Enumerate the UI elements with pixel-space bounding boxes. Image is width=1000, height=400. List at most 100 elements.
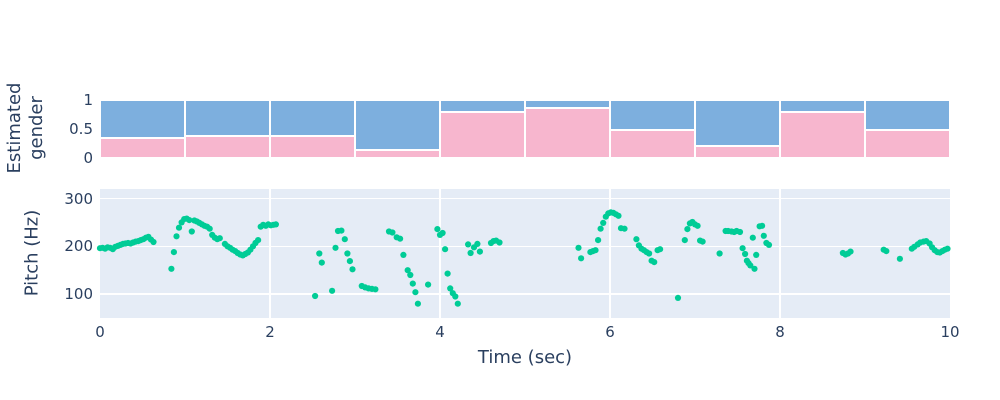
pitch-point[interactable] bbox=[188, 228, 195, 235]
pitch-point[interactable] bbox=[684, 226, 691, 233]
gender-bar-blue-segment[interactable] bbox=[780, 100, 865, 112]
pitch-point[interactable] bbox=[896, 255, 904, 262]
pitch-point[interactable] bbox=[739, 245, 746, 252]
pitch-point[interactable] bbox=[699, 238, 706, 245]
pitch-point[interactable] bbox=[414, 300, 421, 307]
pitch-point[interactable] bbox=[349, 266, 356, 273]
gender-bar-2-3s[interactable] bbox=[270, 100, 355, 158]
gender-bar-blue-segment[interactable] bbox=[100, 100, 185, 138]
pitch-point[interactable] bbox=[476, 248, 483, 255]
gender-bar-pink-segment[interactable] bbox=[270, 136, 355, 158]
pitch-point[interactable] bbox=[346, 258, 353, 265]
gender-bar-blue-segment[interactable] bbox=[695, 100, 780, 146]
pitch-point[interactable] bbox=[657, 246, 664, 253]
pitch-point[interactable] bbox=[847, 248, 854, 255]
pitch-point[interactable] bbox=[186, 217, 193, 224]
pitch-point[interactable] bbox=[404, 267, 411, 274]
pitch-point[interactable] bbox=[694, 222, 701, 229]
pitch-point[interactable] bbox=[595, 237, 602, 244]
pitch-point[interactable] bbox=[338, 227, 345, 234]
pitch-point[interactable] bbox=[496, 239, 503, 246]
gender-bar-pink-segment[interactable] bbox=[525, 107, 610, 158]
gender-bar-pink-segment[interactable] bbox=[440, 111, 525, 158]
pitch-point[interactable] bbox=[206, 225, 213, 232]
pitch-point[interactable] bbox=[175, 224, 183, 231]
pitch-point[interactable] bbox=[883, 248, 890, 255]
gender-bar-blue-segment[interactable] bbox=[270, 100, 355, 137]
gender-bar-6-7s[interactable] bbox=[610, 100, 695, 158]
pitch-point[interactable] bbox=[372, 286, 379, 293]
pitch-point[interactable] bbox=[412, 289, 419, 296]
gender-bar-8-9s[interactable] bbox=[780, 100, 865, 158]
gender-bar-7-8s[interactable] bbox=[695, 100, 780, 158]
pitch-plot-area[interactable] bbox=[96, 189, 951, 318]
pitch-point[interactable] bbox=[592, 247, 599, 254]
pitch-point[interactable] bbox=[765, 241, 773, 248]
gender-bar-blue-segment[interactable] bbox=[525, 100, 610, 108]
pitch-point[interactable] bbox=[681, 237, 688, 244]
gender-bar-pink-segment[interactable] bbox=[610, 130, 695, 158]
pitch-point[interactable] bbox=[454, 300, 461, 307]
gender-bar-5-6s[interactable] bbox=[525, 100, 610, 158]
pitch-point[interactable] bbox=[341, 236, 348, 243]
pitch-point[interactable] bbox=[318, 259, 325, 266]
pitch-point[interactable] bbox=[759, 222, 766, 229]
pitch-point[interactable] bbox=[944, 245, 951, 252]
pitch-point[interactable] bbox=[255, 237, 262, 244]
gender-bar-1-2s[interactable] bbox=[185, 100, 270, 158]
gender-bar-pink-segment[interactable] bbox=[695, 145, 780, 158]
pitch-point[interactable] bbox=[747, 262, 754, 269]
pitch-point[interactable] bbox=[597, 225, 604, 232]
pitch-point[interactable] bbox=[168, 265, 175, 272]
pitch-point[interactable] bbox=[389, 229, 396, 236]
pitch-point[interactable] bbox=[216, 235, 223, 242]
pitch-point[interactable] bbox=[633, 236, 640, 243]
pitch-point[interactable] bbox=[344, 250, 351, 257]
pitch-point[interactable] bbox=[474, 240, 481, 247]
gender-bar-pink-segment[interactable] bbox=[355, 150, 440, 158]
pitch-point[interactable] bbox=[600, 219, 607, 226]
pitch-point[interactable] bbox=[736, 228, 744, 236]
pitch-point[interactable] bbox=[753, 251, 760, 258]
gender-bar-pink-segment[interactable] bbox=[780, 111, 865, 158]
pitch-point[interactable] bbox=[749, 234, 756, 241]
pitch-point[interactable] bbox=[173, 233, 180, 240]
gender-bar-blue-segment[interactable] bbox=[185, 100, 270, 137]
pitch-point[interactable] bbox=[742, 250, 749, 258]
pitch-point[interactable] bbox=[716, 250, 723, 257]
gender-bar-4-5s[interactable] bbox=[440, 100, 525, 158]
pitch-point[interactable] bbox=[312, 292, 319, 300]
pitch-point[interactable] bbox=[444, 270, 451, 277]
gender-bar-pink-segment[interactable] bbox=[100, 137, 185, 158]
pitch-point[interactable] bbox=[409, 280, 416, 287]
pitch-point[interactable] bbox=[651, 259, 658, 266]
pitch-point[interactable] bbox=[425, 281, 432, 288]
pitch-point[interactable] bbox=[407, 271, 414, 279]
pitch-point[interactable] bbox=[674, 294, 682, 301]
pitch-point[interactable] bbox=[751, 265, 758, 272]
gender-bar-pink-segment[interactable] bbox=[185, 136, 270, 158]
pitch-point[interactable] bbox=[467, 249, 474, 257]
pitch-point[interactable] bbox=[150, 238, 157, 246]
gender-bar-blue-segment[interactable] bbox=[865, 100, 950, 131]
pitch-point[interactable] bbox=[447, 285, 454, 292]
pitch-point[interactable] bbox=[272, 221, 279, 228]
pitch-point[interactable] bbox=[329, 287, 336, 294]
pitch-point[interactable] bbox=[621, 225, 628, 232]
pitch-point[interactable] bbox=[332, 244, 339, 251]
pitch-point[interactable] bbox=[397, 235, 404, 242]
pitch-point[interactable] bbox=[575, 244, 582, 251]
pitch-point[interactable] bbox=[452, 293, 459, 300]
gender-bar-pink-segment[interactable] bbox=[865, 130, 950, 158]
gender-plot-area[interactable] bbox=[100, 100, 950, 158]
gender-bar-0-1s[interactable] bbox=[100, 100, 185, 158]
pitch-point[interactable] bbox=[760, 232, 767, 239]
gender-bar-blue-segment[interactable] bbox=[440, 100, 525, 112]
pitch-point[interactable] bbox=[400, 251, 407, 258]
pitch-point[interactable] bbox=[170, 249, 177, 256]
pitch-point[interactable] bbox=[465, 241, 472, 248]
gender-bar-blue-segment[interactable] bbox=[355, 100, 440, 151]
pitch-point[interactable] bbox=[316, 250, 323, 257]
gender-bar-9-10s[interactable] bbox=[865, 100, 950, 158]
pitch-point[interactable] bbox=[615, 212, 622, 219]
